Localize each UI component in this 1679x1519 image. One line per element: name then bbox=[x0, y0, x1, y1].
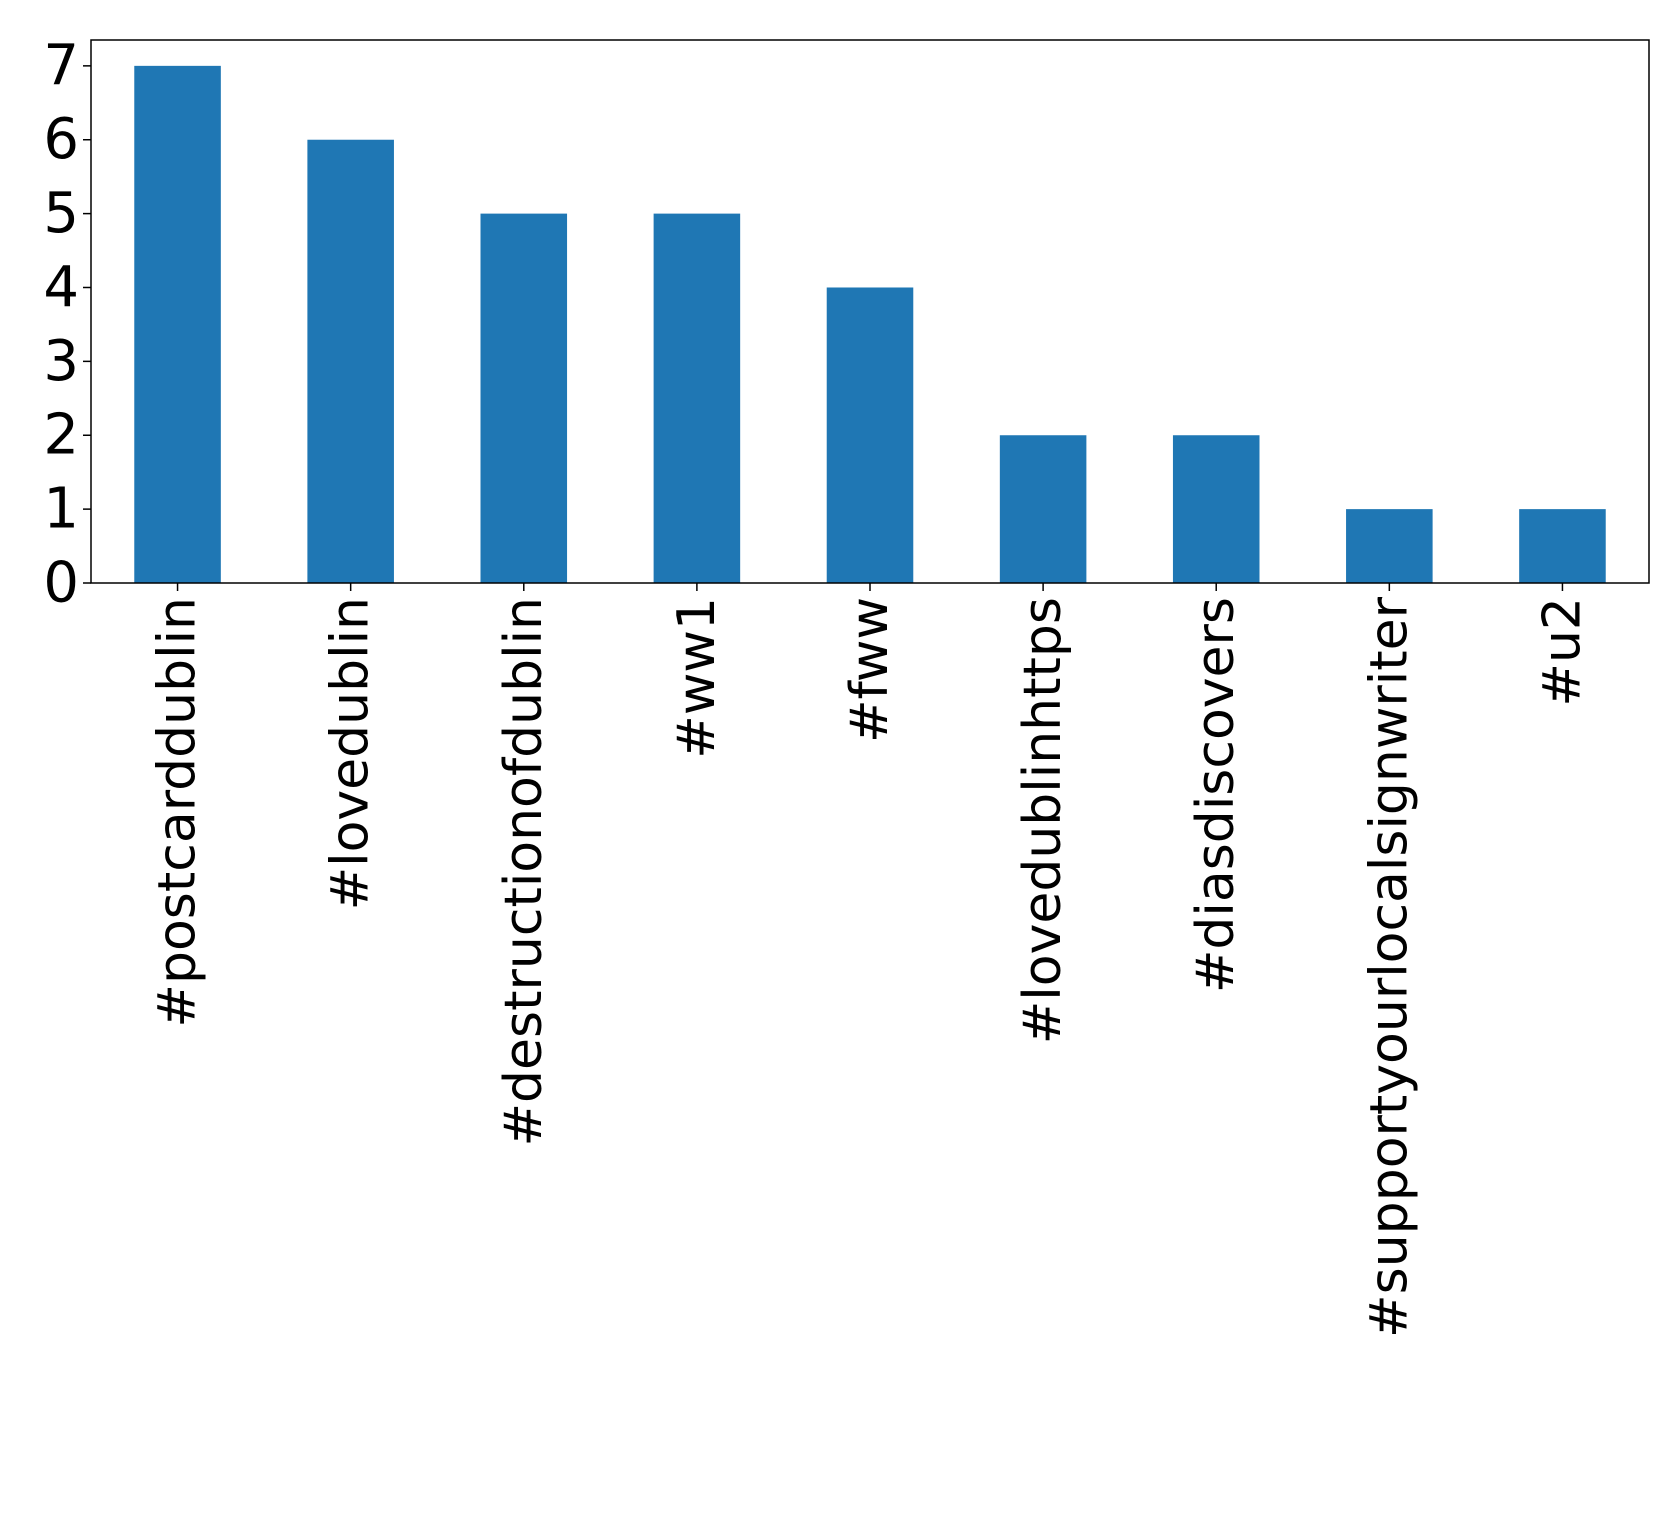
plot-frame bbox=[90, 39, 1650, 584]
bar bbox=[1346, 509, 1433, 583]
x-tick-label: #lovedublinhttps bbox=[1013, 597, 1073, 1044]
bar bbox=[307, 139, 394, 584]
bar bbox=[1519, 509, 1606, 583]
y-axis: 0 1 2 3 4 5 6 7 bbox=[43, 33, 91, 616]
bar bbox=[999, 435, 1087, 583]
bar bbox=[1172, 435, 1260, 583]
y-tick-label: 4 bbox=[43, 255, 79, 320]
bar bbox=[480, 213, 568, 583]
bar bbox=[826, 287, 914, 583]
x-tick-label: #diasdiscovers bbox=[1186, 597, 1246, 993]
x-tick-label: #lovedublin bbox=[321, 597, 381, 910]
x-tick-label: #fww bbox=[840, 597, 900, 743]
y-tick-label: 0 bbox=[43, 551, 79, 616]
x-axis: #postcarddublin #lovedublin #destructionof… bbox=[148, 583, 1592, 1338]
y-tick-label: 5 bbox=[43, 181, 79, 246]
y-tick-label: 2 bbox=[43, 403, 79, 468]
bar bbox=[134, 65, 221, 584]
x-tick-label: #destructionofdublin bbox=[494, 597, 554, 1147]
y-tick-label: 1 bbox=[43, 477, 79, 542]
y-tick-label: 3 bbox=[43, 329, 79, 394]
x-tick-label: #postcarddublin bbox=[148, 597, 208, 1028]
bars-group bbox=[134, 65, 1606, 584]
y-tick-label: 7 bbox=[43, 33, 79, 98]
y-tick-label: 6 bbox=[43, 107, 79, 172]
x-tick-label: #supportyourlocalsignwriter bbox=[1359, 596, 1419, 1338]
x-tick-label: #u2 bbox=[1532, 597, 1592, 707]
x-tick-label: #ww1 bbox=[667, 597, 727, 759]
bar bbox=[653, 213, 741, 583]
